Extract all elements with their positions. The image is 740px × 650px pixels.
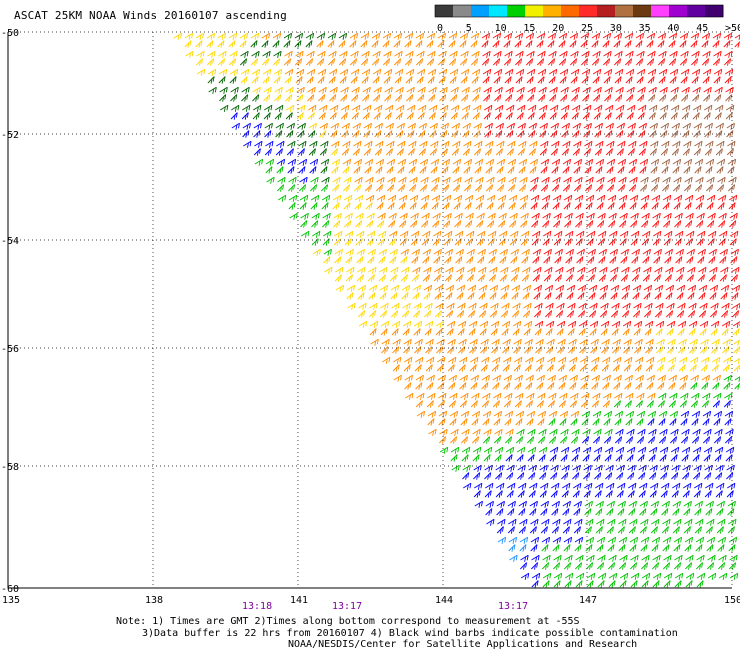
note-line-3: NOAA/NESDIS/Center for Satellite Applica… — [288, 639, 638, 650]
lat-label: -52 — [1, 130, 19, 141]
scale-swatch — [561, 5, 580, 17]
scale-swatch — [579, 5, 598, 17]
map-title: ASCAT 25KM NOAA Winds 20160107 ascending — [14, 9, 287, 22]
time-labels: 13:18 13:17 13:17 — [242, 601, 528, 612]
scale-label: 35 — [639, 23, 651, 34]
scale-swatch — [633, 5, 652, 17]
scale-label: 25 — [581, 23, 593, 34]
scale-label: 20 — [552, 23, 564, 34]
scale-swatch — [525, 5, 544, 17]
lon-label: 138 — [145, 595, 163, 606]
scale-label: 0 — [437, 23, 443, 34]
longitude-labels: 135 138 141 144 147 150 — [2, 595, 740, 606]
map-grid — [7, 31, 733, 589]
scale-swatch — [597, 5, 616, 17]
lat-label: -50 — [1, 28, 19, 39]
wind-speed-color-scale: 0 5 10 15 20 25 30 35 40 45 >50 knots — [434, 4, 740, 34]
time-label: 13:17 — [498, 601, 528, 612]
scale-swatch — [543, 5, 562, 17]
lon-label: 147 — [579, 595, 597, 606]
lat-label: -58 — [1, 462, 19, 473]
scale-swatch — [651, 5, 670, 17]
lat-label: -60 — [1, 584, 19, 595]
time-label: 13:17 — [332, 601, 362, 612]
lat-label: -54 — [1, 236, 19, 247]
lon-label: 150 — [724, 595, 740, 606]
scale-label: 5 — [466, 23, 472, 34]
scale-swatch — [615, 5, 634, 17]
lon-label: 135 — [2, 595, 20, 606]
scale-swatch — [435, 5, 454, 17]
note-line-1: Note: 1) Times are GMT 2)Times along bot… — [116, 616, 580, 627]
scale-label: 15 — [523, 23, 535, 34]
scale-label: >50 knots — [725, 23, 740, 34]
scale-label: 45 — [696, 23, 708, 34]
scale-label: 10 — [495, 23, 507, 34]
scale-swatch — [507, 5, 526, 17]
lat-label: -56 — [1, 344, 19, 355]
scale-swatch — [489, 5, 508, 17]
lon-label: 144 — [435, 595, 453, 606]
scale-label: 30 — [610, 23, 622, 34]
scale-swatch — [453, 5, 472, 17]
note-line-2: 3)Data buffer is 22 hrs from 20160107 4)… — [142, 628, 678, 639]
wind-barbs-layer — [173, 32, 740, 588]
scale-swatch — [705, 5, 724, 17]
scale-label: 40 — [667, 23, 679, 34]
scale-swatch — [687, 5, 706, 17]
lon-label: 141 — [290, 595, 308, 606]
scale-swatch — [471, 5, 490, 17]
scale-swatch — [669, 5, 688, 17]
time-label: 13:18 — [242, 601, 272, 612]
latitude-labels: -50 -52 -54 -56 -58 -60 — [1, 28, 19, 595]
